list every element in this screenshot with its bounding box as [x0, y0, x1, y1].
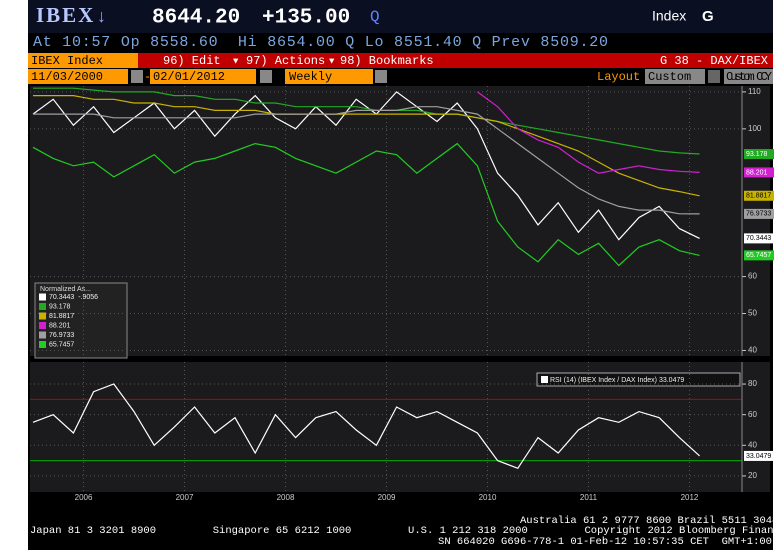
last-value-box	[744, 250, 774, 261]
series-line	[477, 91, 700, 174]
x-tick-label: 2010	[479, 493, 497, 502]
last-value-label: 65.7457	[746, 252, 771, 259]
start-date[interactable]: 11/03/2000	[31, 70, 103, 84]
legend-label: 88.201	[49, 322, 71, 329]
x-tick-label: 2007	[176, 493, 194, 502]
y-tick-label: 40	[748, 346, 757, 355]
layout[interactable]: Custom	[648, 70, 691, 84]
legend-box	[34, 282, 128, 359]
security[interactable]: IBEX Index	[31, 54, 103, 68]
ccy-box[interactable]	[724, 69, 773, 84]
legend-swatch	[39, 322, 46, 329]
last-value-label: 76.9733	[746, 211, 771, 218]
menu-item[interactable]: 98) Bookmarks	[340, 54, 434, 68]
menu-item[interactable]: 97) Actions	[246, 54, 325, 68]
price: 8644.20	[152, 7, 240, 30]
quote-line: At 10:57 Op 8558.60 Hi 8654.00 Q Lo 8551…	[33, 34, 608, 51]
legend-swatch	[39, 341, 46, 348]
x-tick-label: 2011	[580, 493, 598, 502]
y-tick-label: 110	[748, 87, 761, 96]
start-box[interactable]	[28, 69, 128, 84]
last-value-box	[744, 450, 774, 461]
last-value-label: 88.201	[746, 169, 768, 176]
series-line	[33, 87, 700, 155]
x-tick-label: 2008	[277, 493, 295, 502]
y-tick-label: 100	[748, 124, 762, 133]
last-value-label: 81.8817	[746, 193, 771, 200]
legend-label: 81.8817	[49, 313, 74, 320]
menu-arrow: ▼	[233, 56, 239, 66]
legend-swatch	[39, 303, 46, 310]
calendar-icon[interactable]	[260, 70, 272, 83]
last-value-box	[744, 167, 774, 178]
x-tick-label: 2009	[378, 493, 396, 502]
toolbar	[28, 53, 773, 68]
header-band	[28, 0, 773, 33]
series-line	[33, 106, 700, 215]
function-name: G 38 - DAX/IBEX	[660, 54, 768, 68]
series-line	[33, 95, 700, 197]
last-value-label: 70.3443	[746, 235, 771, 242]
layout-box[interactable]	[645, 69, 705, 84]
last-value-box	[744, 149, 774, 160]
dropdown[interactable]	[375, 70, 387, 83]
y-tick-label: 20	[748, 471, 757, 480]
dropdown[interactable]	[708, 70, 720, 83]
legend-label: 65.7457	[49, 341, 74, 348]
y-tick-label: 40	[748, 440, 757, 449]
last-value-label: 33.0479	[746, 453, 771, 460]
main-panel	[30, 86, 770, 356]
end-box[interactable]	[150, 69, 256, 84]
footer: SN 664020 G696-778-1 01-Feb-12 10:57:35 …	[438, 536, 772, 548]
x-tick-label: 2012	[681, 493, 699, 502]
series-line	[32, 91, 700, 241]
x-tick-label: 2006	[75, 493, 93, 502]
y-tick-label: 50	[748, 309, 757, 318]
quote-flag: Q	[370, 8, 380, 26]
footer: Australia 61 2 9777 8600 Brazil 5511 304…	[520, 515, 780, 527]
y-tick-label: 60	[748, 410, 757, 419]
period[interactable]: Weekly	[289, 70, 332, 84]
ccy[interactable]: Custom CCY	[726, 70, 772, 84]
legend-swatch	[541, 376, 548, 383]
legend-swatch	[39, 312, 46, 320]
end-date[interactable]: 02/01/2012	[153, 70, 225, 84]
series-line	[32, 142, 700, 267]
menu-item[interactable]: 96) Edit	[163, 54, 221, 68]
layout-label: Layout	[597, 70, 640, 84]
legend-label: 70.3443 -.9056	[49, 294, 98, 301]
series-group	[32, 87, 700, 267]
legend-swatch	[39, 293, 46, 301]
last-value-label: 93.178	[746, 151, 768, 158]
last-value-box	[744, 190, 774, 201]
y-tick-label: 60	[748, 272, 757, 281]
last-value-box	[744, 233, 774, 244]
footer: Japan 81 3 3201 8900 Singapore 65 6212 1…	[30, 525, 780, 537]
menu-arrow: ▼	[329, 56, 335, 66]
change: +135.00	[262, 7, 350, 30]
legend-title: Normalized As...	[40, 286, 91, 293]
calendar-icon[interactable]	[131, 70, 143, 83]
last-value-box	[744, 208, 774, 219]
ticker: IBEX	[36, 3, 95, 27]
period-box[interactable]	[285, 69, 373, 84]
date-dash: -	[144, 70, 151, 84]
legend-label: 76.9733	[49, 332, 74, 339]
legend-label: RSI (14) (IBEX Index / DAX Index) 33.047…	[550, 377, 684, 384]
function-key: G	[702, 8, 714, 25]
legend-label: 93.178	[49, 303, 71, 310]
series-line	[32, 383, 701, 470]
legend-name: RSI (14) (IBEX Index / DAX Index)	[550, 377, 657, 384]
security-box[interactable]	[28, 53, 138, 68]
legend-value: 33.0479	[659, 377, 684, 384]
market: Index	[652, 8, 686, 24]
series-group	[32, 383, 701, 470]
legend-swatch	[39, 331, 46, 339]
arrow: ↓	[96, 8, 107, 28]
y-tick-label: 80	[748, 379, 757, 388]
